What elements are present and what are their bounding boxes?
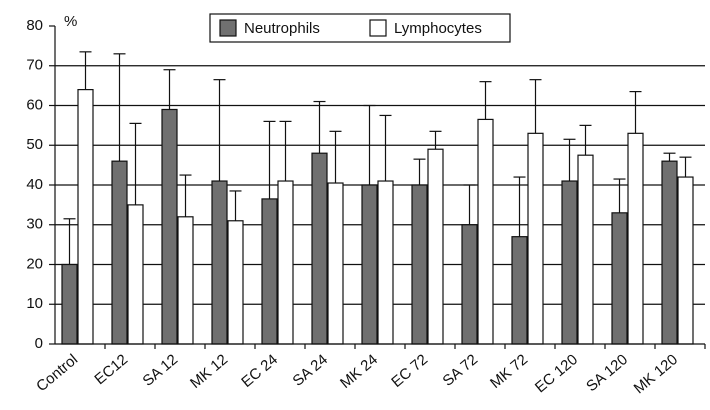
x-tick-label: MK 120 xyxy=(631,351,682,397)
x-tick-label: EC 24 xyxy=(238,351,281,391)
y-tick-label: 20 xyxy=(26,255,43,272)
bar xyxy=(677,176,694,345)
legend-label: Neutrophils xyxy=(244,20,320,37)
bar xyxy=(427,148,444,345)
legend-swatch xyxy=(219,19,237,37)
bar xyxy=(77,88,94,345)
bar xyxy=(577,154,594,345)
bar xyxy=(111,160,128,345)
bar xyxy=(177,216,194,345)
legend-label: Lymphocytes xyxy=(394,20,482,37)
bar xyxy=(461,224,478,345)
y-tick-label: 80 xyxy=(26,17,43,34)
y-tick-label: 60 xyxy=(26,96,43,113)
bar xyxy=(377,180,394,345)
x-tick-label: Control xyxy=(33,351,81,395)
x-tick-label: MK 12 xyxy=(187,351,231,392)
bar xyxy=(277,180,294,345)
y-tick-label: 30 xyxy=(26,216,43,233)
x-tick-label: EC 120 xyxy=(532,351,581,396)
bar xyxy=(627,132,644,345)
bar xyxy=(327,182,344,345)
bar xyxy=(411,184,428,345)
y-tick-label: 70 xyxy=(26,57,43,74)
x-tick-label: EC 72 xyxy=(388,351,431,391)
y-tick-label: 10 xyxy=(26,295,43,312)
bar xyxy=(661,160,678,345)
bar xyxy=(227,220,244,345)
bar xyxy=(261,198,278,345)
bar xyxy=(611,212,628,345)
bar xyxy=(511,236,528,345)
legend-swatch xyxy=(369,19,387,37)
x-tick-label: EC12 xyxy=(91,351,131,388)
bar xyxy=(477,118,494,345)
y-tick-label: 40 xyxy=(26,176,43,193)
bar xyxy=(311,152,328,345)
x-tick-label: SA 72 xyxy=(440,351,482,390)
x-tick-label: SA 24 xyxy=(290,351,332,390)
bar xyxy=(61,263,78,345)
y-tick-label: 0 xyxy=(35,335,43,352)
x-tick-label: MK 24 xyxy=(337,351,381,392)
bar xyxy=(561,180,578,345)
bar xyxy=(211,180,228,345)
y-axis-label: % xyxy=(64,13,77,30)
y-tick-label: 50 xyxy=(26,136,43,153)
bar xyxy=(361,184,378,345)
legend-box xyxy=(209,13,511,43)
bar xyxy=(161,108,178,345)
bar xyxy=(127,204,144,345)
x-tick-label: SA 120 xyxy=(583,351,631,395)
x-tick-label: SA 12 xyxy=(140,351,182,390)
bar xyxy=(527,132,544,345)
x-tick-label: MK 72 xyxy=(487,351,531,392)
